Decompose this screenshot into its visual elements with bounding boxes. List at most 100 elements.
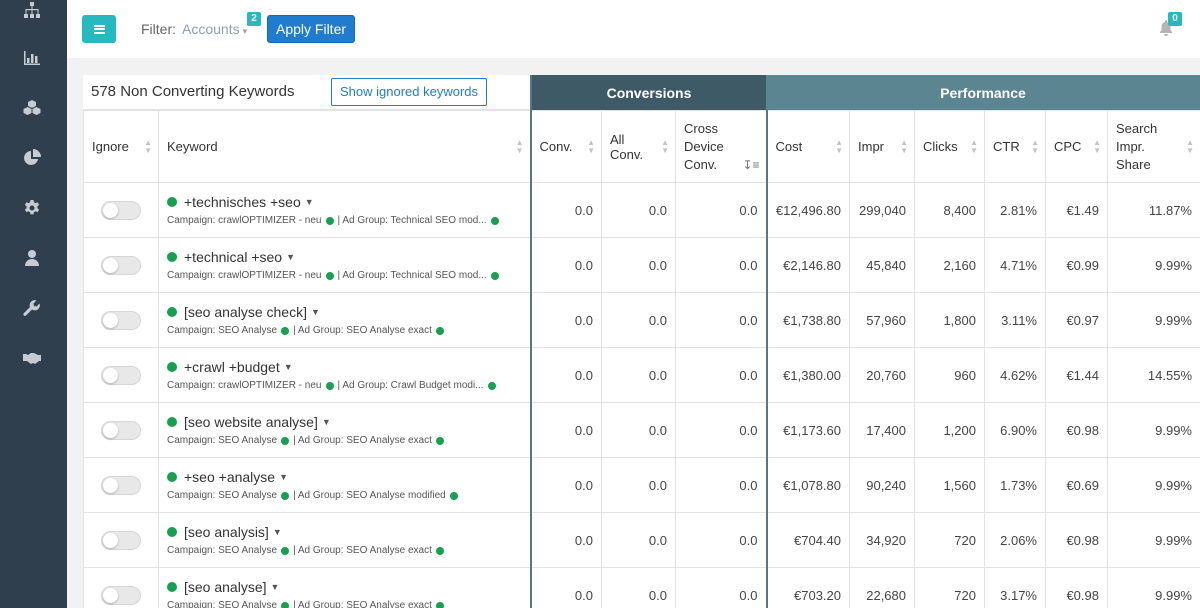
ignore-toggle[interactable] — [101, 530, 141, 550]
adgroup-name: | Ad Group: SEO Analyse exact — [293, 325, 432, 336]
keyword-meta: Campaign: SEO Analyse | Ad Group: SEO Ana… — [167, 490, 522, 501]
adgroup-name: | Ad Group: Technical SEO mod... — [337, 270, 487, 281]
all-conv-cell: 0.0 — [601, 457, 676, 513]
apply-filter-button[interactable]: Apply Filter — [267, 15, 356, 43]
conv-cell: 0.0 — [529, 567, 602, 608]
keyword-dropdown[interactable]: [seo analysis] ▼ — [167, 524, 522, 540]
adgroup-status-dot-icon — [435, 326, 444, 335]
keyword-dropdown[interactable]: [seo analyse check] ▼ — [167, 304, 522, 320]
cost-cell: €2,146.80 — [765, 237, 850, 293]
keyword-dropdown[interactable]: +technisches +seo ▼ — [167, 194, 522, 210]
keyword-dropdown[interactable]: [seo website analyse] ▼ — [167, 414, 522, 430]
campaign-status-dot-icon — [281, 436, 290, 445]
campaign-status-dot-icon — [281, 546, 290, 555]
column-header-search-impr-share[interactable]: Search Impr. Share ▲ ▼ — [1107, 110, 1200, 183]
column-header-cpc[interactable]: CPC ▲ ▼ — [1045, 110, 1108, 183]
ignore-cell — [83, 457, 159, 513]
impr-cell: 57,960 — [849, 292, 915, 348]
campaign-status-dot-icon — [281, 326, 290, 335]
column-header-label: Keyword — [167, 139, 218, 154]
adgroup-status-dot-icon — [449, 491, 458, 500]
caret-down-icon: ▼ — [272, 527, 282, 537]
cross-device-conv-cell: 0.0 — [675, 402, 767, 458]
cpc-cell: €1.49 — [1045, 182, 1108, 238]
status-dot-icon — [167, 362, 177, 372]
conversions-group-header: Conversions — [530, 75, 766, 110]
keyword-dropdown[interactable]: +technical +seo ▼ — [167, 249, 522, 265]
cubes-icon[interactable] — [21, 97, 43, 119]
ignore-toggle[interactable] — [101, 585, 141, 605]
cpc-cell: €0.98 — [1045, 567, 1108, 608]
column-header-clicks[interactable]: Clicks ▲ ▼ — [914, 110, 985, 183]
gear-icon[interactable] — [21, 197, 43, 219]
column-header-impr[interactable]: Impr ▲ ▼ — [849, 110, 915, 183]
campaign-status-dot-icon — [281, 491, 290, 500]
column-header-label: All Conv. — [610, 131, 643, 162]
ctr-cell: 1.73% — [984, 457, 1046, 513]
keyword-cell: [seo website analyse] ▼ Campaign: SEO Anal… — [158, 402, 531, 458]
keyword-text: +technisches +seo — [184, 194, 301, 210]
search-impr-share-cell: 9.99% — [1107, 512, 1200, 568]
ignore-toggle[interactable] — [101, 475, 141, 495]
ignore-cell — [83, 402, 159, 458]
adgroup-status-dot-icon — [435, 546, 444, 555]
status-dot-icon — [167, 252, 177, 262]
sitemap-icon[interactable] — [21, 0, 43, 22]
ctr-cell: 4.71% — [984, 237, 1046, 293]
keyword-text: [seo analysis] — [184, 524, 269, 540]
keyword-dropdown[interactable]: [seo analyse] ▼ — [167, 579, 522, 595]
column-header-cross-device-conv[interactable]: Cross Device Conv. ↧≡ — [675, 110, 767, 183]
clicks-cell: 2,160 — [914, 237, 985, 293]
keyword-text: [seo analyse] — [184, 579, 267, 595]
sort-icon: ▲ ▼ — [587, 137, 595, 155]
accounts-filter-dropdown[interactable]: Accounts ▾ — [182, 21, 247, 37]
column-header-all-conv[interactable]: All Conv. ▲ ▼ — [601, 110, 676, 183]
keyword-dropdown[interactable]: +seo +analyse ▼ — [167, 469, 522, 485]
chevron-down-icon: ▾ — [242, 26, 248, 36]
adgroup-status-dot-icon — [490, 271, 499, 280]
ignore-toggle[interactable] — [101, 420, 141, 440]
ignore-toggle[interactable] — [101, 200, 141, 220]
campaign-name: Campaign: SEO Analyse — [167, 600, 278, 608]
column-header-ctr[interactable]: CTR ▲ ▼ — [984, 110, 1046, 183]
column-header-ignore[interactable]: Ignore ▲ ▼ — [83, 110, 159, 183]
ignore-toggle[interactable] — [101, 310, 141, 330]
table-row: [seo analyse] ▼ Campaign: SEO Analyse | Ad … — [83, 567, 1200, 608]
bar-chart-icon[interactable] — [21, 47, 43, 69]
caret-down-icon: ▼ — [304, 197, 314, 207]
handshake-icon[interactable] — [21, 347, 43, 369]
all-conv-cell: 0.0 — [601, 182, 676, 238]
adgroup-status-dot-icon — [490, 216, 499, 225]
wrench-icon[interactable] — [21, 297, 43, 319]
keyword-text: [seo website analyse] — [184, 414, 318, 430]
top-bar: Filter: Accounts ▾ 2 Apply Filter 0 — [67, 0, 1200, 58]
adgroup-name: | Ad Group: SEO Analyse exact — [293, 435, 432, 446]
impr-cell: 45,840 — [849, 237, 915, 293]
cpc-cell: €0.69 — [1045, 457, 1108, 513]
user-icon[interactable] — [21, 247, 43, 269]
conv-cell: 0.0 — [529, 292, 602, 348]
keyword-cell: [seo analysis] ▼ Campaign: SEO Analyse | Ad… — [158, 512, 531, 568]
keyword-cell: +seo +analyse ▼ Campaign: SEO Analyse | Ad … — [158, 457, 531, 513]
column-header-label: CPC — [1054, 139, 1082, 154]
keyword-dropdown[interactable]: +crawl +budget ▼ — [167, 359, 522, 375]
pie-chart-icon[interactable] — [21, 147, 43, 169]
table-row: [seo website analyse] ▼ Campaign: SEO Anal… — [83, 402, 1200, 458]
show-ignored-keywords-button[interactable]: Show ignored keywords — [331, 78, 488, 106]
column-header-keyword[interactable]: Keyword ▲ ▼ — [158, 110, 531, 183]
ignore-toggle[interactable] — [101, 365, 141, 385]
sort-icon: ▲ ▼ — [515, 137, 524, 155]
cpc-cell: €0.99 — [1045, 237, 1108, 293]
column-header-conv[interactable]: Conv. ▲ ▼ — [529, 110, 602, 183]
table-row: +crawl +budget ▼ Campaign: crawlOPTIMIZER … — [83, 347, 1200, 403]
filter-label: Filter: — [141, 21, 176, 37]
column-header-cost[interactable]: Cost ▲ ▼ — [765, 110, 850, 183]
status-dot-icon — [167, 197, 177, 207]
menu-toggle-button[interactable] — [82, 15, 116, 43]
adgroup-status-dot-icon — [435, 436, 444, 445]
keyword-cell: [seo analyse check] ▼ Campaign: SEO Analys… — [158, 292, 531, 348]
keyword-text: +crawl +budget — [184, 359, 280, 375]
caret-down-icon: ▼ — [279, 472, 288, 482]
ignore-toggle[interactable] — [101, 255, 141, 275]
notification-count-badge: 0 — [1168, 12, 1182, 26]
